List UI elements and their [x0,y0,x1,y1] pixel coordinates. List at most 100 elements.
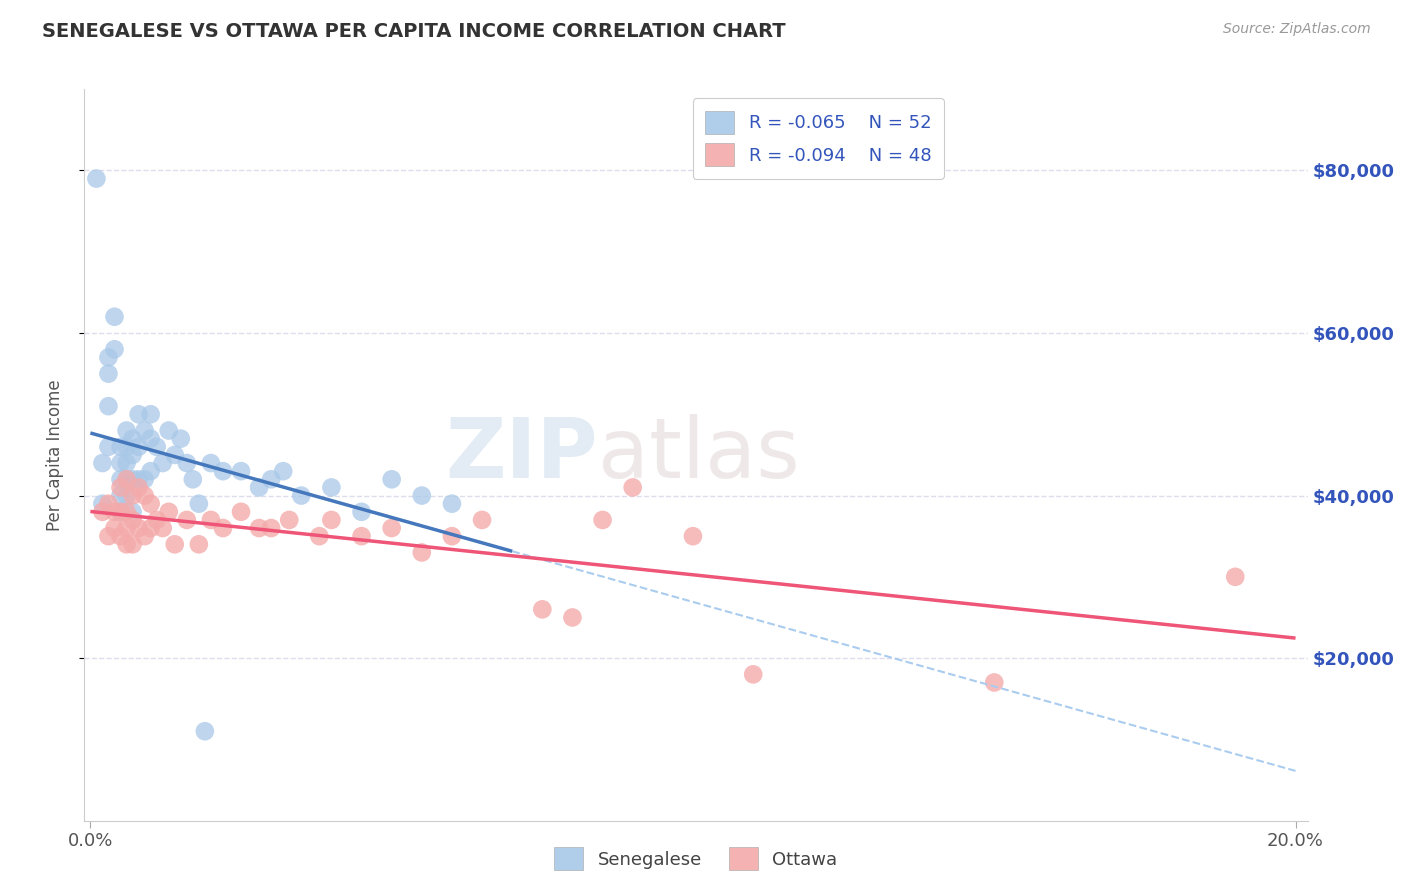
Point [163,537,186,551]
Point [121,505,143,519]
Point [440,529,463,543]
Point [194,724,217,739]
Point [145,513,167,527]
Point [181,472,204,486]
Point [91,456,114,470]
Point [128,472,150,486]
Point [321,513,343,527]
Point [308,529,330,543]
Point [139,521,162,535]
Point [411,489,433,503]
Point [682,529,704,543]
Point [110,505,132,519]
Point [471,513,494,527]
Point [260,521,283,535]
Point [115,440,138,454]
Point [260,472,283,486]
Point [121,432,143,446]
Point [157,424,180,438]
Point [110,480,132,494]
Point [200,456,222,470]
Point [411,545,433,559]
Point [110,440,132,454]
Point [134,472,156,486]
Point [139,432,162,446]
Point [110,472,132,486]
Point [170,432,193,446]
Point [1225,570,1247,584]
Point [145,440,167,454]
Point [561,610,583,624]
Point [742,667,765,681]
Point [103,310,125,324]
Text: Source: ZipAtlas.com: Source: ZipAtlas.com [1223,22,1371,37]
Point [212,521,235,535]
Point [200,513,222,527]
Point [247,480,270,494]
Point [121,537,143,551]
Point [128,521,150,535]
Point [97,367,120,381]
Point [121,448,143,462]
Point [86,171,108,186]
Point [110,456,132,470]
Point [187,537,209,551]
Point [115,521,138,535]
Point [134,424,156,438]
Point [97,351,120,365]
Point [163,448,186,462]
Point [115,537,138,551]
Point [290,489,312,503]
Point [381,521,404,535]
Point [139,464,162,478]
Point [350,505,373,519]
Point [381,472,404,486]
Point [115,489,138,503]
Point [110,489,132,503]
Point [121,472,143,486]
Point [983,675,1005,690]
Point [115,505,138,519]
Point [621,480,644,494]
Point [115,424,138,438]
Point [531,602,554,616]
Point [176,456,198,470]
Point [229,464,252,478]
Point [187,497,209,511]
Point [152,521,174,535]
Point [592,513,614,527]
Point [350,529,373,543]
Point [128,480,150,494]
Text: ZIP: ZIP [446,415,598,495]
Point [134,489,156,503]
Point [176,513,198,527]
Point [103,343,125,357]
Point [121,489,143,503]
Point [212,464,235,478]
Point [278,513,301,527]
Text: SENEGALESE VS OTTAWA PER CAPITA INCOME CORRELATION CHART: SENEGALESE VS OTTAWA PER CAPITA INCOME C… [42,22,786,41]
Point [247,521,270,535]
Point [103,505,125,519]
Point [271,464,294,478]
Point [128,440,150,454]
Legend: Senegalese, Ottawa: Senegalese, Ottawa [547,839,845,878]
Point [110,529,132,543]
Point [139,407,162,421]
Point [157,505,180,519]
Point [134,529,156,543]
Point [91,497,114,511]
Point [115,472,138,486]
Point [115,472,138,486]
Point [115,456,138,470]
Point [440,497,463,511]
Text: atlas: atlas [598,415,800,495]
Point [229,505,252,519]
Point [97,399,120,413]
Point [110,505,132,519]
Point [321,480,343,494]
Point [97,440,120,454]
Y-axis label: Per Capita Income: Per Capita Income [45,379,63,531]
Point [121,513,143,527]
Point [152,456,174,470]
